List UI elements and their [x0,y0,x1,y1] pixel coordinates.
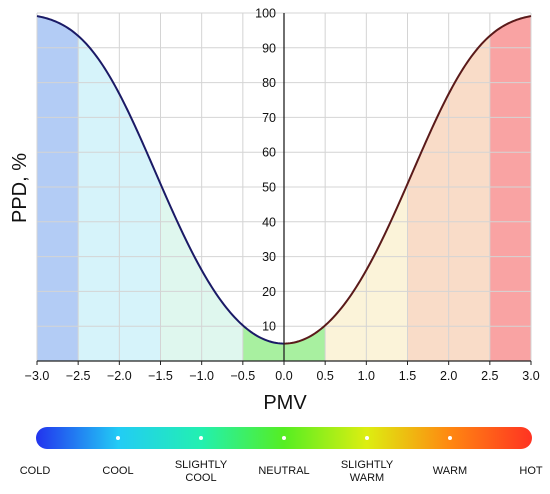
x-tick-label: −0.5 [230,369,255,383]
comfort-band-0 [37,16,79,362]
x-tick-label: 1.0 [358,369,375,383]
scale-tick-dot [116,436,120,440]
scale-tick-dot [448,436,452,440]
x-tick-label: 2.5 [481,369,498,383]
y-tick-label: 100 [255,7,276,21]
comfort-band-6 [489,16,531,362]
ppd-curve-cool-side [36,15,285,345]
ppd-curve [36,15,532,345]
x-tick-label: −1.5 [148,369,173,383]
x-tick-label: 0.0 [275,369,292,383]
y-tick-label: 30 [262,250,276,264]
x-tick-label: −1.0 [189,369,214,383]
y-tick-labels: 10 20 30 40 50 60 70 80 90 100 [255,7,276,334]
scale-label-4: SLIGHTLY WARM [341,459,394,484]
x-tick-label: 1.5 [399,369,416,383]
x-tick-label: −2.5 [66,369,91,383]
y-tick-label: 90 [262,41,276,55]
scale-label-0: COLD [20,465,51,477]
y-tick-label: 70 [262,111,276,125]
x-tick-labels: −3.0 −2.5 −2.0 −1.5 −1.0 −0.5 0.0 0.5 1.0 1.5 2.0 2… [25,361,540,383]
comfort-band-3 [242,325,326,361]
scale-label-3: NEUTRAL [258,465,309,477]
scale-tick-dot [282,436,286,440]
thermal-sensation-scale [36,427,532,449]
scale-tick-dot [365,436,369,440]
ppd-curve-warm-side [283,15,532,345]
y-tick-label: 80 [262,76,276,90]
x-axis-title: PMV [263,392,307,414]
y-axis-title: PPD, % [9,153,31,223]
grid-lines [36,12,532,361]
scale-label-2: SLIGHTLY COOL [175,459,228,484]
scale-label-5: WARM [433,465,467,477]
y-tick-label: 60 [262,146,276,160]
y-tick-label: 10 [262,320,276,334]
y-tick-label: 40 [262,215,276,229]
scale-tick-dot [199,436,203,440]
thermal-sensation-labels: COLD COOL SLIGHTLY COOL NEUTRAL SLIGHTLY WARM W… [20,459,543,484]
x-tick-label: −2.0 [107,369,132,383]
x-tick-label: 0.5 [316,369,333,383]
scale-label-6: HOT [519,465,543,477]
x-tick-label: −3.0 [25,369,50,383]
x-tick-label: 2.0 [440,369,457,383]
y-tick-label: 50 [262,181,276,195]
y-tick-label: 20 [262,285,276,299]
x-tick-label: 3.0 [522,369,539,383]
scale-label-1: COOL [102,465,133,477]
